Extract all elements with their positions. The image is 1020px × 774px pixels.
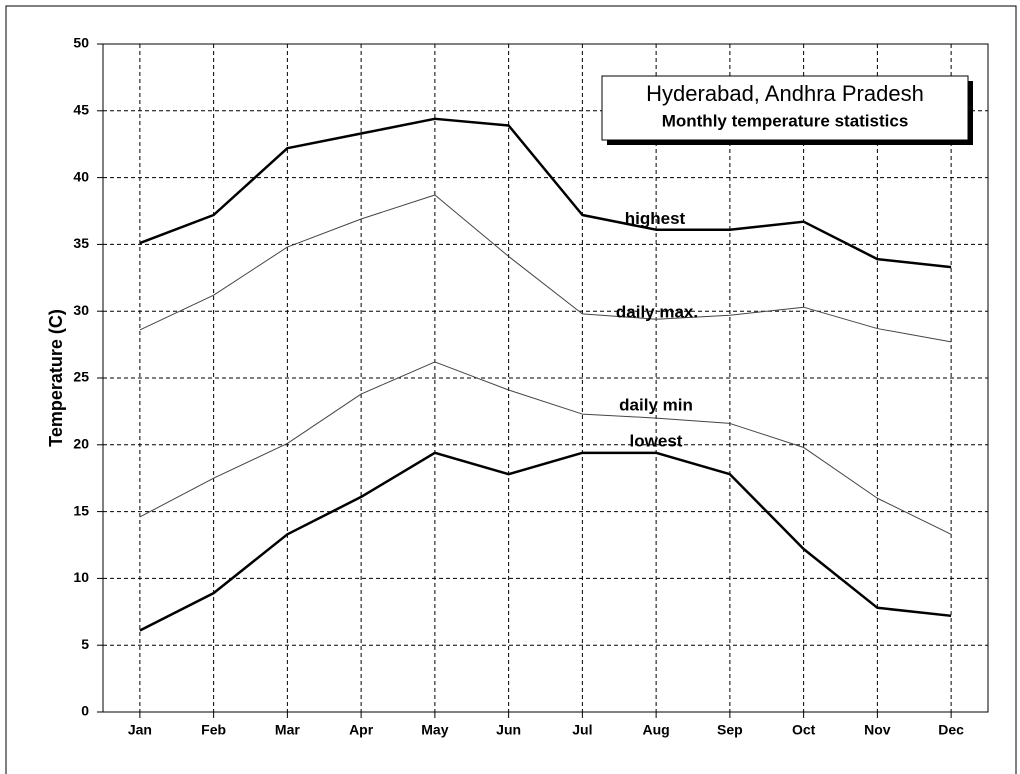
y-tick-label: 35 bbox=[73, 235, 89, 251]
y-tick-label: 0 bbox=[81, 703, 89, 719]
x-tick-label: Mar bbox=[275, 722, 300, 738]
y-tick-label: 5 bbox=[81, 636, 89, 652]
y-tick-label: 15 bbox=[73, 502, 89, 518]
x-tick-label: May bbox=[421, 722, 448, 738]
x-tick-label: Apr bbox=[349, 722, 374, 738]
x-tick-label: Jun bbox=[496, 722, 521, 738]
chart-title: Hyderabad, Andhra Pradesh bbox=[646, 81, 924, 106]
series-label: daily max. bbox=[616, 303, 698, 322]
line-series bbox=[139, 361, 952, 535]
y-tick-label: 45 bbox=[73, 102, 89, 118]
series-label: highest bbox=[625, 209, 686, 228]
x-tick-label: Aug bbox=[643, 722, 670, 738]
series-label: lowest bbox=[630, 431, 683, 450]
frame bbox=[5, 5, 1017, 774]
x-tick-label: Sep bbox=[717, 722, 743, 738]
x-tick-label: Oct bbox=[792, 722, 816, 738]
y-tick-label: 50 bbox=[73, 35, 89, 51]
x-tick-label: Jan bbox=[128, 722, 152, 738]
title-box bbox=[601, 75, 969, 141]
chart-subtitle: Monthly temperature statistics bbox=[662, 111, 909, 130]
y-axis-label: Temperature (C) bbox=[46, 309, 66, 447]
y-tick-label: 25 bbox=[73, 369, 89, 385]
y-tick-label: 20 bbox=[73, 436, 89, 452]
series-label: daily min bbox=[619, 396, 693, 415]
x-tick-label: Jul bbox=[572, 722, 592, 738]
y-tick-label: 30 bbox=[73, 302, 89, 318]
y-tick-label: 10 bbox=[73, 569, 89, 585]
x-tick-label: Nov bbox=[864, 722, 891, 738]
line-series bbox=[139, 117, 952, 269]
line-series bbox=[139, 451, 952, 632]
line-series bbox=[139, 194, 952, 343]
y-tick-label: 40 bbox=[73, 168, 89, 184]
x-tick-label: Dec bbox=[938, 722, 964, 738]
x-tick-label: Feb bbox=[201, 722, 226, 738]
